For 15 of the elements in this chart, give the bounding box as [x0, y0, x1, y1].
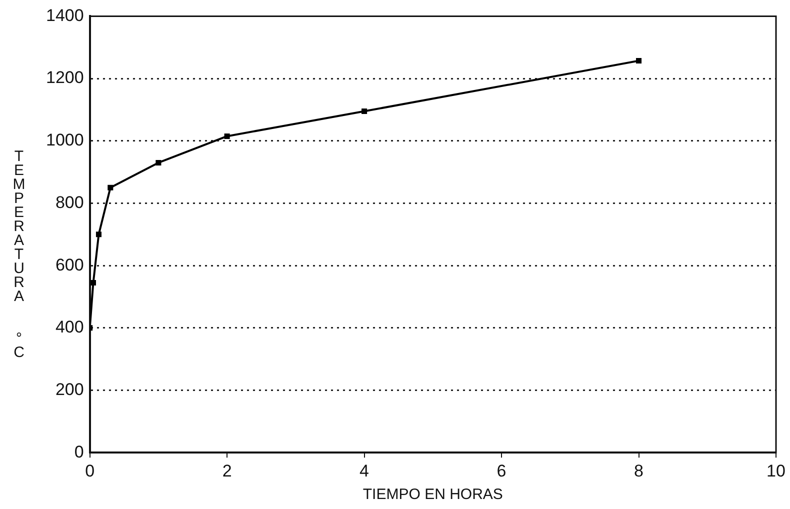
x-axis-title: TIEMPO EN HORAS	[362, 486, 503, 504]
x-tick-label: 6	[496, 461, 506, 480]
x-tick-label: 2	[222, 461, 232, 480]
text: TEMPERATURA °C	[12, 148, 26, 361]
y-tick-label: 0	[74, 442, 84, 462]
y-tick-label: 800	[55, 192, 84, 212]
x-tick-label: 10	[766, 461, 786, 480]
y-tick-label: 1400	[46, 6, 84, 25]
x-tick-label: 8	[634, 461, 644, 480]
x-tick-label: 4	[360, 461, 370, 480]
y-tick-label: 400	[55, 318, 84, 337]
y-tick-label: 1000	[46, 130, 84, 150]
y-tick-label: 600	[55, 255, 84, 274]
y-tick-label: 1200	[46, 68, 84, 88]
y-tick-label: 200	[55, 380, 84, 399]
